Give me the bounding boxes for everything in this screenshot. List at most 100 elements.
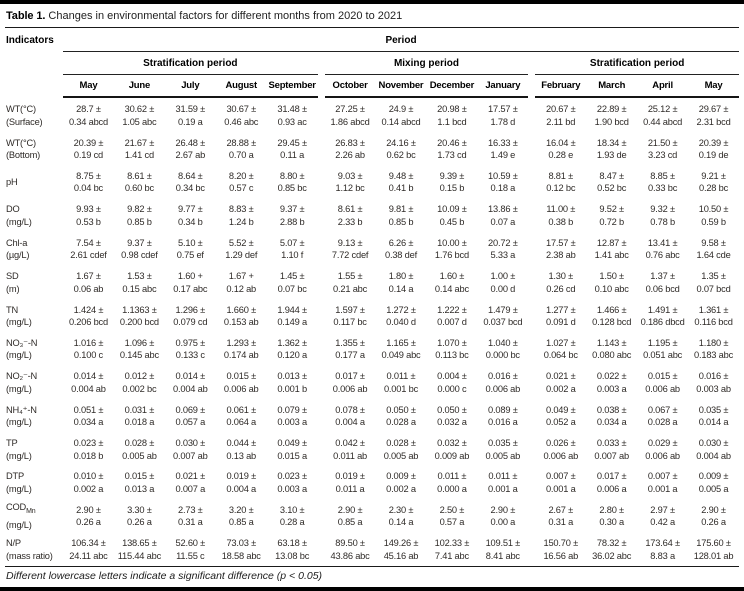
month-header-august-3: August xyxy=(215,75,267,98)
data-cell: 2.50 ±0.57 a xyxy=(439,504,465,528)
data-cell: 102.33 ±7.41 abc xyxy=(434,538,470,561)
data-cell: 1.222 ±0.007 d xyxy=(437,304,467,328)
period-header: Period xyxy=(63,31,739,52)
data-cell: 2.90 ±0.85 a xyxy=(337,504,363,528)
month-header-october-5: October xyxy=(324,75,376,98)
data-cell: 1.60 +0.17 abc xyxy=(173,271,208,294)
table-row: TN (mg/L) 1.424 ±0.206 bcd 1.1363 ±0.200 bc… xyxy=(5,299,739,332)
column-group-header: Stratification period xyxy=(63,53,318,75)
table-title-text: Changes in environmental factors for dif… xyxy=(48,10,403,22)
data-cell: 24.16 ±0.62 bc xyxy=(386,137,416,161)
data-cell: 17.57 ±2.38 ab xyxy=(545,237,576,261)
data-cell: 0.051 ±0.034 a xyxy=(73,404,104,428)
data-cell: 1.53 ±0.15 abc xyxy=(122,271,157,294)
data-cell: 10.59 ±0.18 a xyxy=(488,170,518,194)
header-row-months: May June July August September October Novembe… xyxy=(5,75,739,98)
table-row: Chl-a (µg/L) 7.54 ±2.61 cdef 9.37 ±0.98 cde… xyxy=(5,233,739,266)
data-cell: 0.010 ±0.002 a xyxy=(73,471,104,494)
significance-footnote: Different lowercase letters indicate a s… xyxy=(6,570,323,583)
data-cell: 2.73 ±0.31 a xyxy=(177,504,203,528)
data-cell: 20.39 ±0.19 cd xyxy=(73,137,104,161)
data-cell: 3.10 ±0.28 a xyxy=(279,504,305,528)
data-cell: 9.82 ±0.85 b xyxy=(127,204,152,227)
data-cell: 3.30 ±0.26 a xyxy=(127,504,152,528)
data-cell: 2.67 ±0.31 a xyxy=(548,504,574,528)
data-cell: 21.67 ±1.41 cd xyxy=(124,137,155,161)
data-cell: 13.86 ±0.07 a xyxy=(488,204,518,227)
data-cell: 0.089 ±0.016 a xyxy=(488,404,518,428)
data-cell: 12.87 ±1.41 abc xyxy=(594,237,629,261)
indicator-label: WT(°C) (Surface) xyxy=(6,104,43,127)
table-row: WT(°C) (Surface) 28.7 ±0.34 abcd 30.62 ±1.0… xyxy=(5,99,739,132)
data-cell: 26.48 ±2.67 ab xyxy=(175,137,206,161)
month-header-april-11: April xyxy=(637,75,689,98)
title-rule xyxy=(5,27,739,28)
data-cell: 26.83 ±2.26 ab xyxy=(335,137,365,161)
data-cell: 9.93 ±0.53 b xyxy=(76,204,101,227)
data-cell: 0.021 ±0.007 a xyxy=(175,471,206,494)
data-cell: 0.050 ±0.032 a xyxy=(437,404,467,428)
data-cell: 29.67 ±2.31 bcd xyxy=(696,104,731,127)
top-rule-bar xyxy=(0,0,744,4)
data-cell: 1.00 ±0.00 d xyxy=(490,271,516,294)
data-cell: 1.30 ±0.26 cd xyxy=(546,271,576,294)
data-cell: 63.18 ±13.08 bc xyxy=(275,538,310,561)
data-cell: 0.061 ±0.064 a xyxy=(226,404,257,428)
table-row: TP (mg/L) 0.023 ±0.018 b 0.028 ±0.005 ab 0.0… xyxy=(5,433,739,466)
data-cell: 20.46 ±1.73 cd xyxy=(437,137,467,161)
data-cell: 2.30 ±0.14 a xyxy=(388,504,414,528)
data-cell: 1.040 ±0.000 bc xyxy=(485,337,520,361)
data-cell: 0.032 ±0.009 ab xyxy=(434,438,470,461)
data-cell: 0.030 ±0.007 ab xyxy=(173,438,208,461)
data-cell: 1.80 ±0.14 a xyxy=(388,271,414,294)
data-cell: 0.079 ±0.003 a xyxy=(277,404,307,428)
data-cell: 1.165 ±0.049 abc xyxy=(381,337,421,361)
data-cell: 1.944 ±0.149 a xyxy=(277,304,307,328)
data-cell: 0.023 ±0.003 a xyxy=(277,471,307,494)
table-row: pH 8.75 ±0.04 bc 8.61 ±0.60 bc 8.64 ±0.34 b… xyxy=(5,166,739,199)
data-cell: 0.009 ±0.005 a xyxy=(698,471,729,494)
data-cell: 173.64 ±8.83 a xyxy=(645,538,680,561)
data-cell: 1.070 ±0.113 bc xyxy=(435,337,469,361)
data-cell: 1.296 ±0.079 cd xyxy=(173,304,208,328)
data-cell: 0.038 ±0.034 a xyxy=(596,404,627,428)
month-header-may-12: May xyxy=(688,75,739,98)
data-cell: 9.81 ±0.85 b xyxy=(388,204,414,227)
data-cell: 1.277 ±0.091 d xyxy=(545,304,576,328)
data-cell: 20.72 ±5.33 a xyxy=(488,237,518,261)
indicator-label: NO₂⁻-N (mg/L) xyxy=(6,371,38,394)
indicator-label: CODMn (mg/L) xyxy=(6,502,36,530)
data-cell: 1.016 ±0.100 c xyxy=(73,337,104,361)
data-cell: 9.39 ±0.15 b xyxy=(439,170,465,194)
data-cell: 0.069 ±0.057 a xyxy=(175,404,206,428)
data-cell: 0.021 ±0.002 a xyxy=(545,371,576,394)
data-cell: 1.67 +0.12 ab xyxy=(226,271,257,294)
indicator-label: TN (mg/L) xyxy=(6,304,32,328)
table-title-label: Table 1. xyxy=(6,10,46,22)
data-cell: 0.044 ±0.13 ab xyxy=(226,438,257,461)
data-cell: 0.067 ±0.028 a xyxy=(647,404,678,428)
data-cell: 21.50 ±3.23 cd xyxy=(647,137,678,161)
column-group-header: Mixing period xyxy=(324,53,529,75)
data-cell: 7.54 ±2.61 cdef xyxy=(70,237,107,261)
data-cell: 0.007 ±0.001 a xyxy=(647,471,678,494)
data-cell: 0.009 ±0.002 a xyxy=(386,471,416,494)
indicator-label: Chl-a (µg/L) xyxy=(6,237,30,261)
data-cell: 106.34 ±24.11 abc xyxy=(69,538,108,561)
data-cell: 0.007 ±0.001 a xyxy=(545,471,576,494)
data-cell: 0.042 ±0.011 ab xyxy=(333,438,368,461)
data-cell: 52.60 ±11.55 c xyxy=(175,538,206,561)
data-cell: 1.597 ±0.117 bc xyxy=(333,304,367,328)
data-cell: 0.019 ±0.004 a xyxy=(226,471,257,494)
table-row: NH₄⁺-N (mg/L) 0.051 ±0.034 a 0.031 ±0.018 a… xyxy=(5,400,739,433)
data-cell: 20.67 ±2.11 bd xyxy=(545,104,576,127)
data-cell: 0.022 ±0.003 a xyxy=(596,371,627,394)
data-cell: 8.47 ±0.52 bc xyxy=(597,170,627,194)
data-cell: 28.7 ±0.34 abcd xyxy=(68,104,108,127)
data-cell: 9.58 ±1.64 cde xyxy=(696,237,731,261)
month-header-march-10: March xyxy=(586,75,638,98)
table-row: CODMn (mg/L) 2.90 ±0.26 a 3.30 ±0.26 a 2.73 … xyxy=(5,500,739,533)
data-cell: 8.75 ±0.04 bc xyxy=(73,170,104,194)
table-body: WT(°C) (Surface) 28.7 ±0.34 abcd 30.62 ±1.0… xyxy=(5,99,739,566)
data-cell: 25.12 ±0.44 abcd xyxy=(643,104,683,127)
